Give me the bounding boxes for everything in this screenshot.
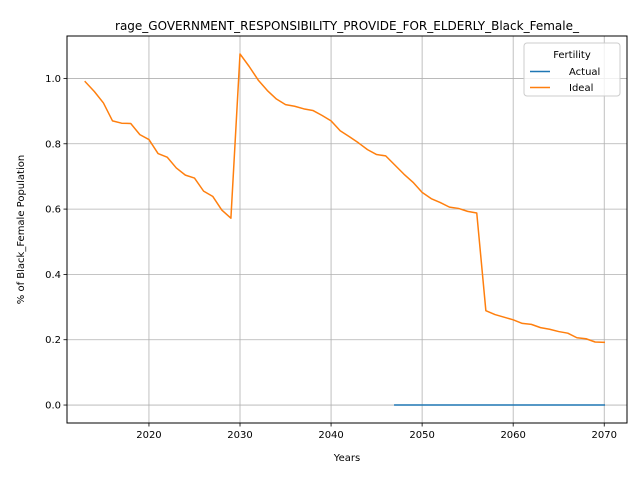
series-lines [84,53,606,406]
y-tick-label: 0.2 [45,335,61,346]
y-tick-label: 0.4 [45,270,61,281]
axis-ticks: 2020 2030 2040 2050 2060 2070 0.0 0.2 0.4 0.6 0.8 1… [45,74,617,441]
legend-label-actual: Actual [569,67,600,78]
legend-entries: Actual Ideal [530,67,600,94]
chart-title: rage_GOVERNMENT_RESPONSIBILITY_PROVIDE_F… [115,19,580,33]
y-tick-label: 0.8 [45,139,61,150]
x-tick-label: 2070 [592,430,617,441]
grid [67,36,627,423]
series-line-ideal [84,53,606,344]
y-axis-label: % of Black_Female Population [16,155,27,304]
x-tick-label: 2050 [409,430,434,441]
x-tick-label: 2020 [136,430,161,441]
y-tick-label: 1.0 [45,74,61,85]
legend: Fertility Actual Ideal [523,42,621,97]
y-tick-label: 0.6 [45,205,61,216]
x-tick-label: 2060 [500,430,525,441]
y-tick-label: 0.0 [45,401,61,412]
legend-title: Fertility [553,50,591,61]
legend-label-ideal: Ideal [569,83,593,94]
legend-box [523,42,621,97]
x-axis-label: Years [333,453,360,464]
plot-frame [66,35,628,424]
x-tick-label: 2030 [227,430,252,441]
x-tick-label: 2040 [318,430,343,441]
